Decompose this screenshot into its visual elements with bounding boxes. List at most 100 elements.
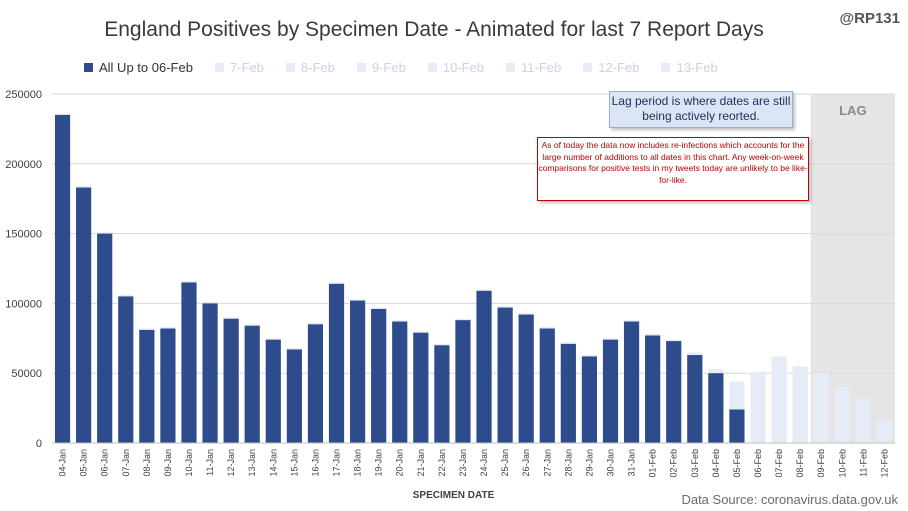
legend-label: 12-Feb <box>598 60 640 75</box>
x-tick-label: 10-Feb <box>837 449 847 478</box>
x-tick-label: 27-Jan <box>542 449 552 477</box>
x-tick-label: 12-Feb <box>879 449 889 478</box>
legend-item: 11-Feb <box>506 60 561 75</box>
lag-note: Lag period is where dates are still bein… <box>609 91 793 128</box>
x-tick-label: 28-Jan <box>563 449 573 477</box>
legend-label: 10-Feb <box>442 60 485 75</box>
y-tick-label: 0 <box>36 438 42 450</box>
x-tick-label: 20-Jan <box>395 449 405 477</box>
bar-main <box>476 290 492 443</box>
legend-item: 9-Feb <box>356 60 406 75</box>
x-tick-label: 04-Jan <box>58 449 68 477</box>
bar-main <box>118 296 134 443</box>
x-tick-label: 30-Jan <box>605 449 615 477</box>
bar-8-feb <box>771 356 787 443</box>
x-tick-label: 07-Jan <box>121 449 131 477</box>
legend-swatch <box>84 63 93 72</box>
bar-main <box>623 321 640 443</box>
bar-main <box>244 325 260 443</box>
legend-label: All Up to 06-Feb <box>99 60 193 75</box>
bar-11-feb <box>834 387 850 443</box>
chart-title: England Positives by Specimen Date - Ani… <box>104 18 764 41</box>
bar-main <box>497 307 513 443</box>
x-tick-label: 23-Jan <box>458 449 468 477</box>
bar-7-feb <box>750 371 766 443</box>
x-tick-label: 07-Feb <box>774 449 784 478</box>
x-tick-label: 09-Feb <box>816 449 826 478</box>
x-tick-label: 10-Jan <box>184 449 194 477</box>
x-tick-label: 08-Feb <box>795 449 805 478</box>
legend-label: 13-Feb <box>676 60 718 75</box>
legend-label: 8-Feb <box>300 60 335 75</box>
legend-item: 7-Feb <box>214 60 264 75</box>
x-tick-label: 26-Jan <box>521 449 531 477</box>
bar-main <box>265 339 281 443</box>
bar-main <box>666 341 682 443</box>
bar-main <box>160 328 176 443</box>
legend-item: 10-Feb <box>427 60 485 75</box>
author-handle: @RP131 <box>839 10 901 27</box>
bar-main <box>202 303 218 443</box>
bar-main <box>602 339 619 443</box>
bar-main <box>560 343 576 443</box>
x-tick-label: 05-Feb <box>732 449 742 478</box>
bar-main <box>223 318 239 443</box>
bar-main <box>307 324 324 443</box>
x-tick-label: 13-Jan <box>247 449 257 477</box>
x-tick-label: 17-Jan <box>332 449 342 477</box>
legend-item: 13-Feb <box>661 60 718 75</box>
legend-item: All Up to 06-Feb <box>84 60 193 75</box>
legend-swatch <box>285 63 295 72</box>
bar-main <box>687 355 703 443</box>
x-tick-label: 06-Jan <box>100 449 110 477</box>
legend-item: 12-Feb <box>583 60 639 75</box>
legend-swatch <box>506 63 516 72</box>
bar-main <box>286 349 302 443</box>
legend-label: 7-Feb <box>229 60 264 75</box>
x-tick-label: 08-Jan <box>142 449 152 477</box>
x-tick-label: 21-Jan <box>416 449 426 477</box>
bar-main <box>518 314 534 443</box>
y-tick-label: 50000 <box>11 368 42 380</box>
bar-10-feb <box>813 373 829 443</box>
y-tick-label: 200000 <box>5 159 42 171</box>
x-tick-label: 31-Jan <box>627 449 637 477</box>
x-tick-label: 06-Feb <box>753 449 763 478</box>
x-tick-label: 11-Jan <box>205 449 215 476</box>
y-tick-label: 250000 <box>5 89 42 101</box>
x-tick-label: 29-Jan <box>584 449 594 477</box>
bar-main <box>708 373 724 443</box>
x-tick-label: 16-Jan <box>310 449 320 477</box>
x-tick-label: 12-Jan <box>226 449 236 477</box>
x-tick-label: 09-Jan <box>163 449 173 477</box>
x-tick-label: 24-Jan <box>479 449 489 477</box>
legend-label: 9-Feb <box>371 60 406 75</box>
x-tick-label: 22-Jan <box>437 449 447 477</box>
x-tick-label: 18-Jan <box>353 449 363 477</box>
bar-main <box>97 233 113 443</box>
bar-main <box>455 320 471 443</box>
x-tick-label: 03-Feb <box>690 449 700 478</box>
bar-13-feb <box>876 420 893 443</box>
bar-12-feb <box>855 398 871 443</box>
lag-label: LAG <box>839 103 866 118</box>
x-tick-label: 19-Jan <box>374 449 384 477</box>
legend-swatch <box>356 63 366 72</box>
bar-main <box>181 282 197 443</box>
legend-label: 11-Feb <box>521 60 562 75</box>
data-source: Data Source: coronavirus.data.gov.uk <box>681 492 898 507</box>
bar-main <box>581 356 597 443</box>
bar-main <box>350 300 366 443</box>
x-axis-title: SPECIMEN DATE <box>413 490 495 501</box>
x-tick-label: 11-Feb <box>858 449 868 477</box>
bar-main <box>371 308 387 443</box>
chart-legend: All Up to 06-Feb 7-Feb 8-Feb 9-Feb 10-Feb 11-… <box>84 60 740 75</box>
x-tick-label: 01-Feb <box>648 449 658 478</box>
x-tick-label: 14-Jan <box>268 449 278 477</box>
legend-swatch <box>427 63 437 72</box>
legend-swatch <box>214 63 224 72</box>
x-tick-label: 15-Jan <box>289 449 299 477</box>
bar-main <box>392 321 408 443</box>
y-tick-label: 150000 <box>5 229 42 241</box>
